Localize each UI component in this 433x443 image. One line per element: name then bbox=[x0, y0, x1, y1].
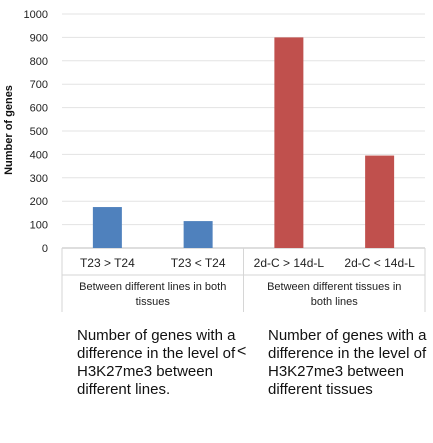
y-tick-label: 0 bbox=[42, 243, 48, 255]
gridlines bbox=[62, 13, 425, 249]
bar bbox=[92, 207, 122, 248]
y-tick-label: 100 bbox=[30, 220, 48, 232]
y-axis-ticks: 0 100 200 300 400 500 600 700 800 900 1000 bbox=[24, 9, 48, 255]
category-label: 2d-C < 14d-L bbox=[344, 256, 415, 270]
bar bbox=[183, 221, 213, 248]
y-tick-label: 1000 bbox=[24, 9, 48, 21]
category-labels: T23 > T24 T23 < T24 2d-C > 14d-L 2d-C < 14d… bbox=[80, 256, 415, 270]
y-axis-label: Number of genes bbox=[3, 85, 15, 175]
caption-lines: Number of genes with a difference in the… bbox=[77, 327, 236, 398]
y-tick-label: 500 bbox=[30, 126, 48, 138]
bar bbox=[365, 155, 395, 248]
y-tick-label: 900 bbox=[30, 32, 48, 44]
bar-chart: 0 100 200 300 400 500 600 700 800 900 1000 T23 > T… bbox=[3, 9, 426, 312]
y-tick-label: 300 bbox=[30, 173, 48, 185]
y-tick-label: 800 bbox=[30, 56, 48, 68]
y-tick-label: 600 bbox=[30, 103, 48, 115]
category-label: 2d-C > 14d-L bbox=[254, 256, 325, 270]
category-label: T23 < T24 bbox=[171, 256, 226, 270]
y-tick-label: 400 bbox=[30, 149, 48, 161]
group-label: Between different lines in both bbox=[79, 281, 226, 293]
group-label: both lines bbox=[311, 296, 359, 308]
comparison-symbol: < bbox=[237, 343, 247, 360]
bars bbox=[92, 37, 395, 249]
group-labels: Between different lines in both tissues Be… bbox=[79, 281, 401, 308]
caption-tissues: Number of genes with a difference in the… bbox=[268, 327, 427, 398]
bar bbox=[274, 37, 304, 249]
category-label: T23 > T24 bbox=[80, 256, 135, 270]
group-separators bbox=[61, 248, 426, 312]
group-label: Between different tissues in bbox=[267, 281, 401, 293]
group-label: tissues bbox=[136, 296, 171, 308]
y-tick-label: 200 bbox=[30, 196, 48, 208]
y-tick-label: 700 bbox=[30, 79, 48, 91]
